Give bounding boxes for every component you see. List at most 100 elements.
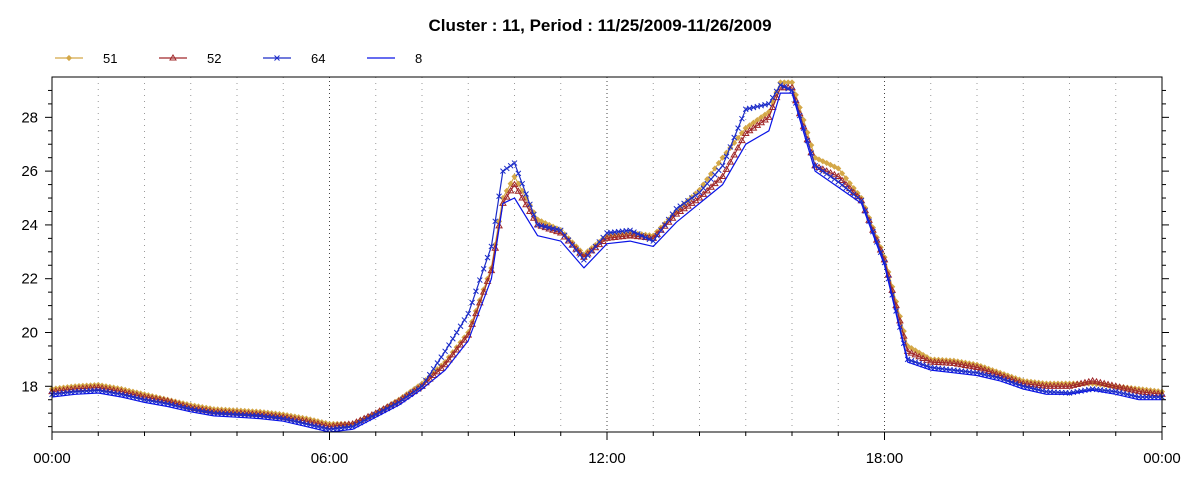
- data-point: [1023, 380, 1031, 387]
- data-point: [823, 159, 830, 167]
- data-point: [564, 237, 573, 244]
- data-point: [819, 158, 826, 165]
- data-point: [423, 377, 429, 384]
- data-point: [500, 168, 506, 174]
- data-point: [426, 371, 433, 378]
- data-point: [168, 397, 175, 404]
- x-tick-label: 12:00: [588, 450, 626, 467]
- data-point: [492, 218, 499, 225]
- data-point: [1034, 381, 1043, 388]
- data-point: [542, 220, 549, 227]
- data-point: [769, 94, 776, 101]
- data-point: [657, 226, 665, 233]
- data-point: [1030, 380, 1039, 388]
- y-tick-label: 20: [21, 324, 38, 341]
- data-point: [507, 180, 514, 187]
- data-point: [1142, 388, 1151, 396]
- data-point: [638, 232, 645, 239]
- data-point: [772, 93, 781, 101]
- data-point: [912, 347, 919, 354]
- data-point: [1046, 382, 1055, 389]
- data-point: [965, 362, 974, 369]
- legend-item-64: 64: [263, 51, 325, 66]
- data-point: [599, 237, 608, 245]
- data-point: [519, 187, 526, 194]
- data-point: [530, 211, 537, 218]
- legend-label: 64: [311, 51, 325, 66]
- legend-marker: [65, 54, 73, 62]
- data-point: [496, 193, 502, 200]
- data-point: [781, 84, 788, 90]
- data-point: [1134, 387, 1143, 395]
- data-point: [527, 201, 533, 208]
- data-point: [587, 246, 596, 254]
- data-point: [464, 331, 473, 338]
- data-point: [533, 220, 542, 228]
- data-point: [523, 191, 529, 197]
- data-point: [557, 227, 564, 234]
- data-point: [592, 243, 599, 250]
- data-point: [569, 242, 576, 248]
- data-point: [453, 329, 460, 336]
- data-point: [976, 364, 985, 372]
- data-point: [726, 158, 735, 165]
- series-line: [51, 92, 1162, 433]
- grid: [97, 77, 1117, 432]
- data-point: [953, 360, 962, 367]
- legend-label: 51: [103, 51, 117, 66]
- data-point: [446, 342, 452, 348]
- data-point: [704, 176, 711, 183]
- data-point: [831, 163, 838, 170]
- data-point: [627, 227, 633, 234]
- data-point: [488, 243, 495, 250]
- x-tick-label: 18:00: [866, 450, 904, 467]
- data-point: [988, 368, 997, 376]
- data-point: [839, 170, 846, 177]
- data-point: [984, 367, 993, 374]
- data-point: [843, 185, 849, 192]
- data-point: [1115, 383, 1124, 390]
- data-point: [437, 364, 446, 371]
- data-point: [681, 200, 687, 207]
- data-point: [718, 172, 727, 180]
- data-point: [457, 323, 464, 330]
- data-point: [1131, 386, 1139, 394]
- data-point: [714, 176, 723, 183]
- data-point: [596, 239, 603, 245]
- data-point: [511, 173, 518, 180]
- data-point: [826, 168, 835, 176]
- data-point: [568, 241, 577, 248]
- data-point: [475, 298, 484, 306]
- data-point: [1054, 382, 1062, 389]
- data-point: [565, 237, 572, 244]
- data-point: [1057, 382, 1066, 389]
- data-point: [812, 154, 819, 161]
- legend-label: 8: [415, 51, 422, 66]
- data-point: [961, 361, 970, 368]
- data-point: [483, 277, 492, 284]
- data-point: [846, 188, 853, 195]
- data-point: [768, 103, 777, 110]
- data-point: [923, 356, 931, 363]
- data-point: [926, 358, 935, 365]
- data-point: [738, 136, 746, 144]
- x-tick-label: 06:00: [311, 450, 349, 467]
- data-point: [942, 359, 951, 366]
- data-point: [1100, 379, 1109, 387]
- axes: 00:00 06:00 12:00 18:00 00:00 18 20 22 24 26 28: [21, 89, 1181, 467]
- data-point: [1123, 384, 1132, 392]
- data-point: [1111, 382, 1120, 389]
- data-point: [688, 195, 695, 201]
- data-point: [658, 227, 664, 234]
- data-point: [677, 203, 684, 209]
- data-point: [692, 192, 699, 199]
- data-point: [160, 395, 167, 402]
- data-point: [735, 125, 741, 131]
- data-point: [561, 232, 568, 239]
- data-point: [669, 211, 676, 218]
- data-point: [448, 350, 457, 358]
- data-point: [789, 87, 795, 94]
- data-point: [839, 182, 845, 188]
- data-point: [946, 359, 954, 366]
- data-point: [773, 88, 780, 95]
